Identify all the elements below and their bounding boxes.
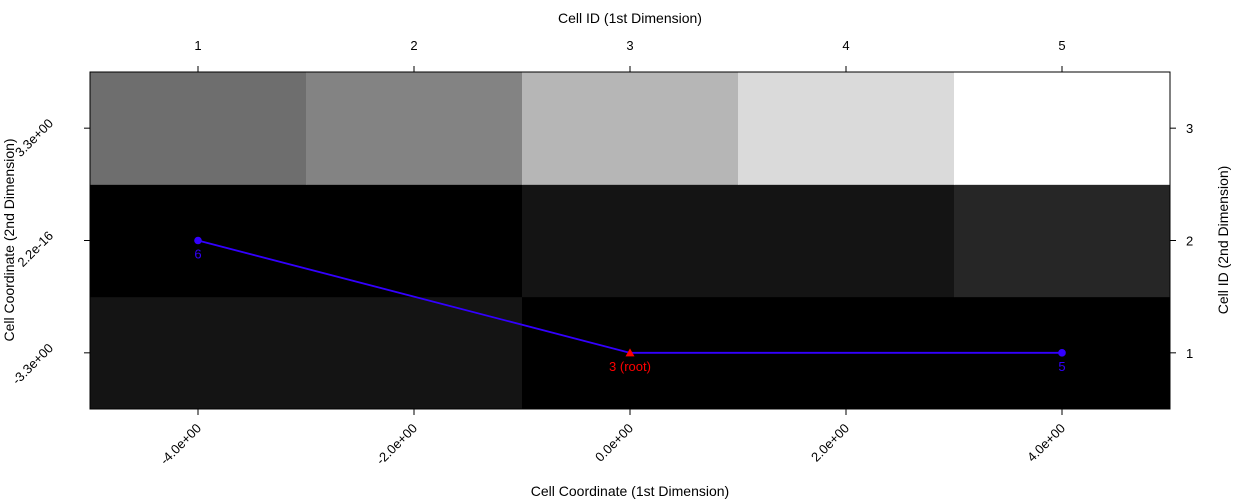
point-label: 5 bbox=[1058, 359, 1065, 374]
point-marker bbox=[1058, 349, 1066, 357]
y-left-tick-label: 3.3e+00 bbox=[12, 116, 56, 160]
x-top-tick-label: 4 bbox=[842, 38, 849, 53]
x-bottom-tick-label: 0.0e+00 bbox=[592, 421, 636, 465]
x-top-tick-label: 3 bbox=[626, 38, 633, 53]
heatmap-cell bbox=[306, 296, 523, 410]
y-right-tick-label: 1 bbox=[1186, 346, 1193, 361]
heatmap-cell bbox=[90, 72, 307, 185]
heatmap-cell bbox=[306, 72, 523, 185]
x-bottom-tick-label: -4.0e+00 bbox=[157, 421, 204, 468]
y-right-axis-title: Cell ID (2nd Dimension) bbox=[1215, 166, 1231, 315]
point-label: 6 bbox=[194, 247, 201, 262]
x-top-tick-label: 5 bbox=[1058, 38, 1065, 53]
heatmap-cell bbox=[522, 184, 739, 298]
heatmap-cell bbox=[738, 72, 955, 185]
y-left-axis-title: Cell Coordinate (2nd Dimension) bbox=[1, 138, 17, 341]
heatmap-cell bbox=[954, 184, 1171, 298]
path-layer: 6 3 (root) 5 bbox=[194, 236, 1066, 374]
root-marker bbox=[625, 348, 635, 357]
x-top-tick-label: 1 bbox=[194, 38, 201, 53]
x-bottom-tick-label: -2.0e+00 bbox=[373, 421, 420, 468]
x-bottom-tick-label: 2.0e+00 bbox=[808, 421, 852, 465]
x-top-axis-title: Cell ID (1st Dimension) bbox=[558, 10, 702, 26]
heatmap-cell bbox=[738, 184, 955, 298]
heatmap-cell bbox=[954, 72, 1171, 185]
point-marker bbox=[194, 236, 202, 245]
x-bottom-tick-label: 4.0e+00 bbox=[1024, 421, 1068, 465]
y-right-tick-label: 2 bbox=[1186, 234, 1193, 249]
x-top-tick-label: 2 bbox=[410, 38, 417, 53]
heatmap-cell bbox=[306, 184, 523, 298]
heatmap-cell bbox=[522, 72, 739, 185]
y-left-tick-label: 2.2e-16 bbox=[14, 228, 56, 270]
heatmap-cell bbox=[90, 296, 307, 410]
x-bottom-axis-title: Cell Coordinate (1st Dimension) bbox=[531, 483, 729, 499]
y-right-tick-label: 3 bbox=[1186, 121, 1193, 136]
y-left-tick-label: -3.3e+00 bbox=[9, 340, 56, 387]
point-label: 3 (root) bbox=[609, 359, 651, 374]
